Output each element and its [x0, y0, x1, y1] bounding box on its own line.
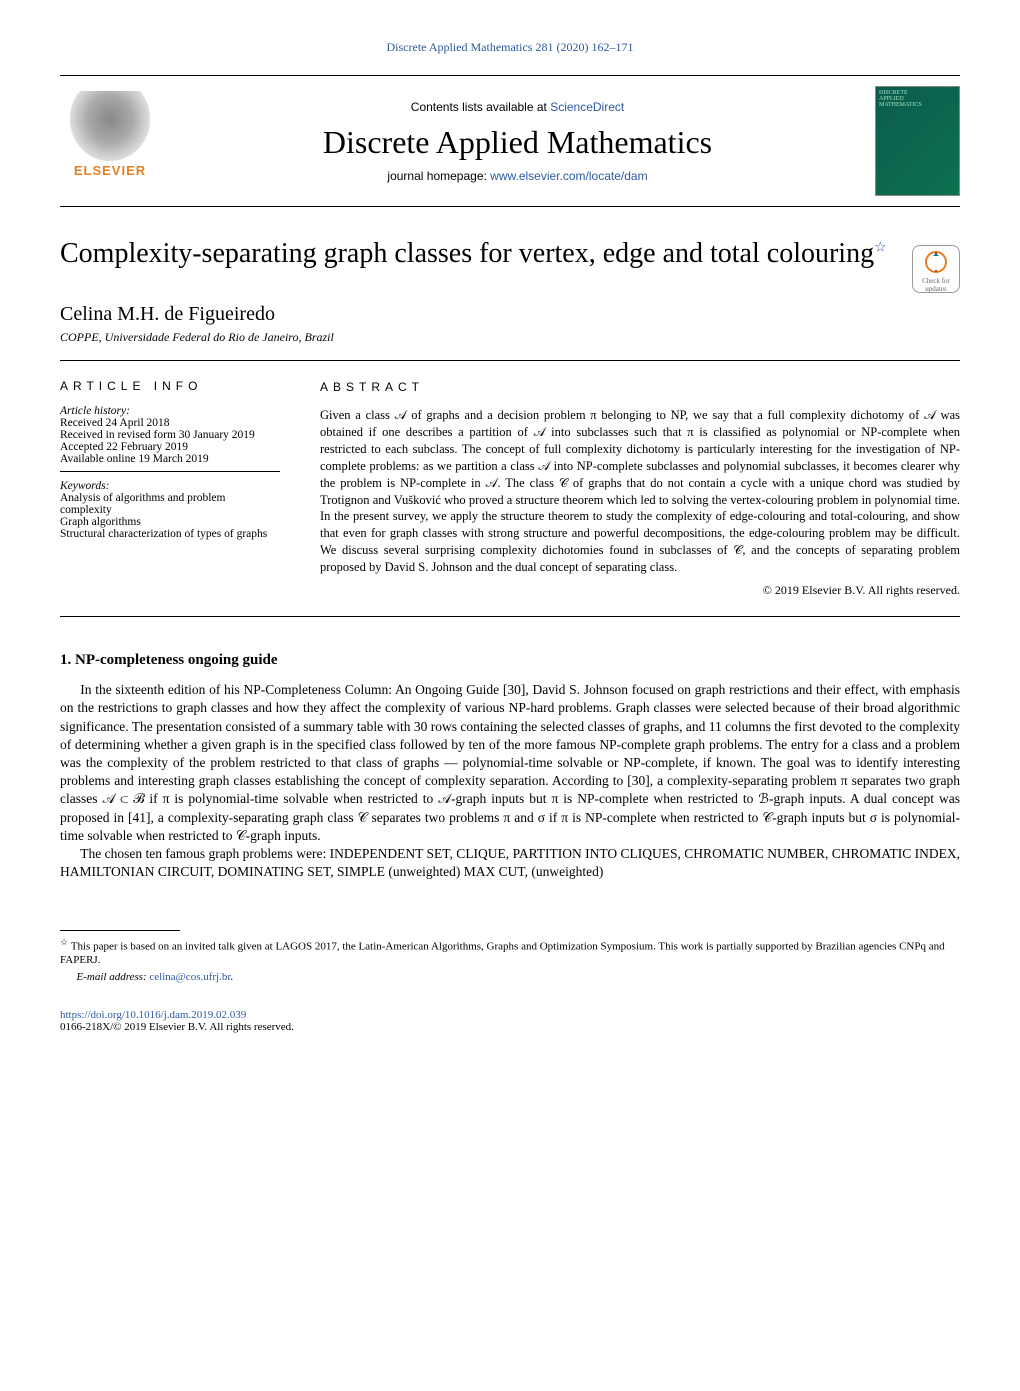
footnote-email: E-mail address: celina@cos.ufrj.br.: [60, 970, 960, 984]
journal-homepage-line: journal homepage: www.elsevier.com/locat…: [160, 169, 875, 183]
check-updates-badge[interactable]: Check for updates: [912, 245, 960, 293]
title-text: Complexity-separating graph classes for …: [60, 238, 874, 269]
publisher-logo: ELSEVIER: [60, 91, 160, 191]
keyword-3: Structural characterization of types of …: [60, 528, 280, 540]
history-header: Article history:: [60, 405, 280, 417]
journal-name: Discrete Applied Mathematics: [160, 124, 875, 161]
history-accepted: Accepted 22 February 2019: [60, 441, 280, 453]
elsevier-tree-icon: [70, 91, 150, 161]
article-history: Article history: Received 24 April 2018 …: [60, 405, 280, 472]
updates-label: Check for updates: [913, 277, 959, 293]
star-text: This paper is based on an invited talk g…: [60, 940, 945, 966]
article-info-label: ARTICLE INFO: [60, 379, 280, 393]
abstract-copyright: © 2019 Elsevier B.V. All rights reserved…: [320, 582, 960, 598]
homepage-prefix: journal homepage:: [387, 169, 490, 183]
email-label: E-mail address:: [77, 971, 147, 983]
abstract-label: ABSTRACT: [320, 379, 960, 395]
section-1-para-1: In the sixteenth edition of his NP-Compl…: [60, 681, 960, 845]
author-name: Celina M.H. de Figueiredo: [60, 303, 960, 326]
author-affiliation: COPPE, Universidade Federal do Rio de Ja…: [60, 330, 960, 345]
abstract-text: Given a class 𝒜 of graphs and a decision…: [320, 407, 960, 576]
keywords-header: Keywords:: [60, 480, 280, 492]
section-1-para-2: The chosen ten famous graph problems wer…: [60, 845, 960, 881]
section-1-heading: 1. NP-completeness ongoing guide: [60, 652, 960, 669]
contents-list-line: Contents lists available at ScienceDirec…: [160, 100, 875, 114]
updates-icon: [924, 250, 948, 274]
keyword-1: Analysis of algorithms and problem compl…: [60, 492, 280, 516]
section-1: 1. NP-completeness ongoing guide In the …: [60, 652, 960, 881]
homepage-link[interactable]: www.elsevier.com/locate/dam: [490, 169, 647, 183]
history-online: Available online 19 March 2019: [60, 453, 280, 465]
citation-line: Discrete Applied Mathematics 281 (2020) …: [60, 40, 960, 55]
contents-prefix: Contents lists available at: [411, 100, 550, 114]
footnotes: ☆ This paper is based on an invited talk…: [60, 922, 960, 985]
journal-cover-thumb: DISCRETE APPLIED MATHEMATICS: [875, 86, 960, 196]
history-revised: Received in revised form 30 January 2019: [60, 429, 280, 441]
sciencedirect-link[interactable]: ScienceDirect: [550, 100, 624, 114]
publisher-brand-text: ELSEVIER: [60, 163, 160, 178]
cover-line-3: MATHEMATICS: [879, 102, 956, 108]
masthead: ELSEVIER Contents lists available at Sci…: [60, 75, 960, 207]
history-received: Received 24 April 2018: [60, 417, 280, 429]
keywords-block: Keywords: Analysis of algorithms and pro…: [60, 480, 280, 540]
article-title: Complexity-separating graph classes for …: [60, 237, 892, 271]
doi-block: https://doi.org/10.1016/j.dam.2019.02.03…: [60, 1009, 960, 1033]
star-marker: ☆: [60, 937, 68, 947]
footnote-star: ☆ This paper is based on an invited talk…: [60, 937, 960, 968]
email-link[interactable]: celina@cos.ufrj.br: [149, 971, 230, 983]
keyword-2: Graph algorithms: [60, 516, 280, 528]
title-note-marker[interactable]: ☆: [874, 241, 887, 256]
doi-link[interactable]: https://doi.org/10.1016/j.dam.2019.02.03…: [60, 1009, 246, 1021]
issn-copyright: 0166-218X/© 2019 Elsevier B.V. All right…: [60, 1021, 960, 1033]
